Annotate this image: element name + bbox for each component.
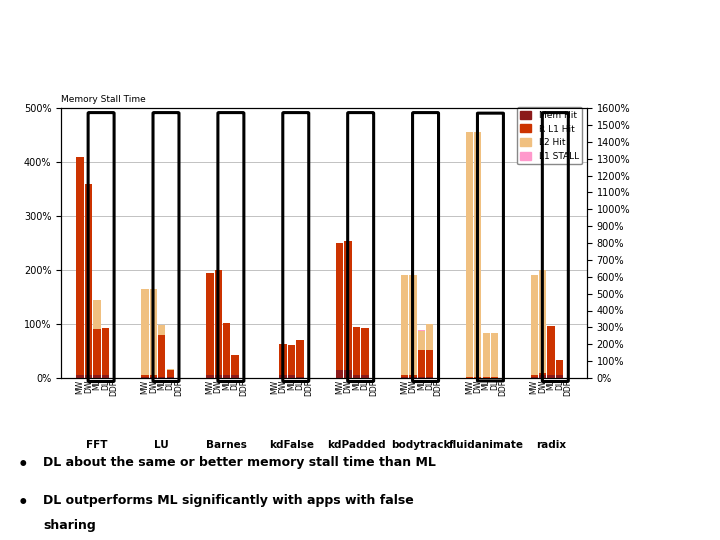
- Bar: [296, 340, 304, 377]
- Bar: [223, 323, 230, 375]
- Bar: [223, 375, 230, 378]
- Bar: [166, 370, 174, 377]
- Bar: [539, 375, 546, 378]
- Legend: Mem Hit, R L1 Hit, L2 Hit, L1 STALL: Mem Hit, R L1 Hit, L2 Hit, L1 STALL: [517, 107, 582, 164]
- Bar: [482, 333, 490, 377]
- Bar: [401, 375, 408, 377]
- Text: Memory Stall Time: Memory Stall Time: [61, 94, 146, 104]
- Bar: [150, 289, 157, 375]
- Text: DL about the same or better memory stall time than ML: DL about the same or better memory stall…: [43, 456, 436, 469]
- Bar: [401, 275, 408, 375]
- Text: LU: LU: [154, 440, 169, 450]
- Bar: [556, 375, 563, 378]
- Bar: [409, 377, 417, 378]
- Bar: [361, 328, 369, 375]
- Bar: [344, 370, 352, 378]
- Bar: [426, 377, 433, 378]
- Bar: [231, 355, 239, 375]
- Bar: [556, 360, 563, 375]
- Bar: [215, 270, 222, 375]
- Bar: [288, 345, 295, 375]
- Bar: [409, 275, 417, 375]
- Bar: [361, 375, 369, 378]
- Bar: [158, 325, 166, 335]
- Bar: [166, 377, 174, 378]
- Text: FFT: FFT: [86, 440, 107, 450]
- Text: radix: radix: [536, 440, 566, 450]
- Bar: [418, 350, 425, 377]
- Text: kdFalse: kdFalse: [269, 440, 314, 450]
- Bar: [231, 375, 239, 378]
- Bar: [76, 375, 84, 378]
- Bar: [466, 132, 473, 377]
- Bar: [279, 375, 287, 378]
- Bar: [409, 375, 417, 377]
- Bar: [288, 375, 295, 378]
- Bar: [491, 333, 498, 377]
- Bar: [353, 375, 360, 378]
- Bar: [279, 344, 287, 375]
- Bar: [150, 377, 157, 378]
- Bar: [206, 273, 214, 375]
- Bar: [215, 375, 222, 378]
- Bar: [141, 289, 148, 375]
- Bar: [102, 328, 109, 375]
- Bar: [336, 243, 343, 370]
- Bar: [547, 326, 555, 375]
- Bar: [76, 157, 84, 375]
- Bar: [166, 369, 174, 370]
- Text: MESI Line (ML) vs. DeNovo Line (DL): MESI Line (ML) vs. DeNovo Line (DL): [90, 36, 630, 62]
- Bar: [85, 375, 92, 378]
- Text: DL outperforms ML significantly with apps with false: DL outperforms ML significantly with app…: [43, 494, 414, 507]
- Text: •: •: [18, 456, 29, 474]
- Text: kdPadded: kdPadded: [327, 440, 386, 450]
- Bar: [426, 324, 433, 350]
- Bar: [93, 375, 101, 378]
- Bar: [141, 377, 148, 378]
- Bar: [158, 377, 166, 378]
- Bar: [531, 375, 538, 377]
- Text: fluidanimate: fluidanimate: [449, 440, 523, 450]
- Bar: [353, 327, 360, 375]
- Bar: [531, 377, 538, 378]
- Bar: [93, 300, 101, 329]
- Bar: [102, 375, 109, 378]
- Bar: [141, 375, 148, 377]
- Text: sharing: sharing: [43, 519, 96, 532]
- Bar: [531, 275, 538, 375]
- Bar: [426, 350, 433, 377]
- Bar: [539, 270, 546, 373]
- Bar: [344, 241, 352, 370]
- Bar: [85, 184, 92, 375]
- Bar: [474, 132, 482, 377]
- Text: bodytrack: bodytrack: [392, 440, 451, 450]
- Bar: [158, 335, 166, 377]
- Bar: [401, 377, 408, 378]
- Text: •: •: [18, 494, 29, 512]
- Bar: [206, 375, 214, 378]
- Bar: [418, 331, 425, 350]
- Bar: [418, 377, 425, 378]
- Text: Barnes: Barnes: [206, 440, 247, 450]
- Bar: [336, 370, 343, 378]
- Bar: [539, 373, 546, 375]
- Bar: [547, 375, 555, 378]
- Bar: [93, 329, 101, 375]
- Bar: [150, 375, 157, 377]
